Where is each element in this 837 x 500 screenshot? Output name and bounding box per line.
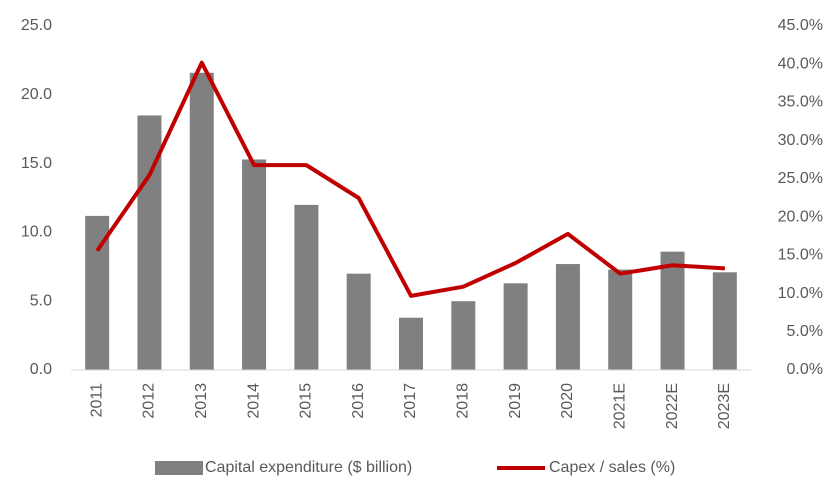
bar xyxy=(451,301,476,370)
y2-tick-label: 15.0% xyxy=(778,247,823,264)
y2-tick-label: 0.0% xyxy=(787,361,823,378)
y-tick-label: 15.0 xyxy=(21,155,52,172)
x-tick-label: 2019 xyxy=(507,383,524,419)
x-tick-label: 2013 xyxy=(193,383,210,419)
legend-label: Capex / sales (%) xyxy=(549,459,675,476)
y2-tick-label: 40.0% xyxy=(778,55,823,72)
y-tick-label: 20.0 xyxy=(21,86,52,103)
x-tick-label: 2018 xyxy=(455,383,472,419)
y2-tick-label: 5.0% xyxy=(787,323,823,340)
y2-tick-label: 20.0% xyxy=(778,208,823,225)
bar xyxy=(189,72,214,370)
legend-label: Capital expenditure ($ billion) xyxy=(205,459,412,476)
x-tick-label: 2021E xyxy=(611,383,628,429)
x-tick-label: 2014 xyxy=(245,383,262,419)
line xyxy=(95,60,725,298)
bar xyxy=(503,283,528,370)
bar xyxy=(294,204,319,370)
bar xyxy=(242,159,267,370)
x-tick-label: 2020 xyxy=(559,383,576,419)
y-tick-label: 5.0 xyxy=(30,292,52,309)
y2-tick-label: 10.0% xyxy=(778,285,823,302)
y-tick-label: 0.0 xyxy=(30,361,52,378)
bar xyxy=(399,317,423,370)
x-tick-label: 2012 xyxy=(141,383,158,419)
x-tick-label: 2023E xyxy=(716,383,733,429)
y2-tick-label: 35.0% xyxy=(778,94,823,111)
y-tick-label: 25.0 xyxy=(21,17,52,34)
bar xyxy=(346,273,371,370)
bar xyxy=(608,269,633,370)
x-tick-label: 2022E xyxy=(664,383,681,429)
x-tick-label: 2016 xyxy=(350,383,367,419)
legend-swatch xyxy=(155,461,203,475)
bar xyxy=(712,272,737,370)
bar xyxy=(660,251,685,370)
y2-tick-label: 25.0% xyxy=(778,170,823,187)
x-tick-label: 2017 xyxy=(402,383,419,419)
bar xyxy=(555,264,580,370)
y2-tick-label: 30.0% xyxy=(778,132,823,149)
y2-tick-label: 45.0% xyxy=(778,17,823,34)
x-tick-label: 2015 xyxy=(298,383,315,419)
y-tick-label: 10.0 xyxy=(21,224,52,241)
x-tick-label: 2011 xyxy=(88,383,105,418)
